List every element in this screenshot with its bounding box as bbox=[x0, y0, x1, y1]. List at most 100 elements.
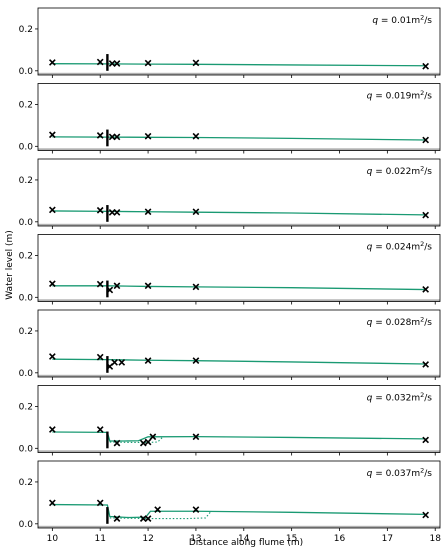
panel-frame bbox=[37, 158, 441, 227]
observed-point bbox=[48, 59, 56, 66]
observed-point bbox=[48, 280, 56, 288]
observed-point bbox=[144, 282, 152, 290]
x-tick-label: 16 bbox=[334, 534, 346, 544]
observed-point bbox=[422, 62, 430, 70]
observed-point bbox=[192, 433, 200, 441]
x-tick-label: 15 bbox=[286, 534, 297, 544]
observed-point bbox=[192, 283, 200, 291]
y-tick-label: 0.0 bbox=[19, 444, 34, 454]
y-tick-label: 0.2 bbox=[19, 327, 33, 337]
model-line-dotted bbox=[109, 437, 163, 444]
x-tick-label: 17 bbox=[382, 534, 393, 544]
y-tick-label: 0.2 bbox=[19, 25, 33, 35]
observed-point bbox=[192, 59, 200, 67]
y-tick-label: 0.2 bbox=[19, 478, 33, 488]
panel-frame bbox=[37, 309, 441, 378]
observed-point bbox=[144, 515, 152, 522]
y-tick-label: 0.2 bbox=[19, 402, 33, 412]
observed-point bbox=[106, 286, 114, 294]
y-tick-label: 0.0 bbox=[19, 369, 34, 379]
observed-point bbox=[192, 357, 200, 365]
observed-point bbox=[422, 511, 430, 519]
observed-point bbox=[422, 361, 430, 368]
panel-q-label: q = 0.01m2/s bbox=[372, 14, 432, 27]
observed-point bbox=[422, 211, 430, 219]
panel-q-label: q = 0.024m2/s bbox=[367, 240, 433, 253]
bed-band bbox=[38, 223, 440, 226]
panel: 0.0 0.2 q = 0.032m2/s bbox=[19, 385, 441, 456]
observed-point bbox=[144, 208, 152, 216]
bed-band bbox=[38, 374, 440, 377]
panel-q-label: q = 0.019m2/s bbox=[367, 89, 433, 102]
bed-band bbox=[38, 299, 440, 302]
panel-frame bbox=[37, 7, 441, 76]
x-axis-label: Distance along flume (m) bbox=[189, 538, 303, 548]
y-tick-label: 0.2 bbox=[19, 176, 33, 186]
observed-point bbox=[113, 60, 121, 67]
panel-q-label: q = 0.028m2/s bbox=[367, 316, 433, 329]
observed-point bbox=[192, 208, 200, 216]
observed-point bbox=[118, 358, 126, 366]
observed-point bbox=[422, 436, 430, 444]
panel-frame bbox=[37, 234, 441, 302]
panel: 0.0 0.2 q = 0.022m2/s bbox=[19, 158, 441, 229]
panel-q-label: q = 0.032m2/s bbox=[367, 391, 433, 404]
y-tick-label: 0.0 bbox=[19, 142, 34, 152]
observed-point bbox=[48, 206, 56, 214]
y-tick-label: 0.0 bbox=[19, 67, 34, 77]
observed-point bbox=[139, 439, 147, 447]
panels-group: 0.00.2q = 0.01m2/s0.00.2q = 0.019m2/s0.0… bbox=[19, 7, 441, 544]
observed-point bbox=[149, 433, 157, 441]
observed-point bbox=[113, 133, 121, 141]
model-line-dotted bbox=[109, 511, 211, 520]
y-tick-label: 0.2 bbox=[19, 251, 33, 261]
panel-frame bbox=[37, 460, 441, 529]
observed-point bbox=[113, 439, 121, 447]
observed-point bbox=[144, 59, 152, 67]
x-tick-label: 10 bbox=[47, 534, 59, 544]
observed-point bbox=[144, 132, 152, 140]
panel-q-label: q = 0.037m2/s bbox=[367, 467, 433, 480]
observed-point bbox=[48, 426, 56, 433]
bed-band bbox=[38, 148, 440, 151]
y-tick-label: 0.0 bbox=[19, 293, 34, 303]
observed-point bbox=[96, 58, 104, 66]
panel: 0.0 0.2 q = 0.01m2/s bbox=[19, 7, 441, 78]
observed-point bbox=[48, 131, 56, 139]
observed-point bbox=[96, 132, 104, 139]
observed-point bbox=[422, 136, 430, 144]
observed-point bbox=[111, 358, 118, 366]
panel: 0.0 0.2 q = 0.024m2/s bbox=[19, 234, 441, 305]
panel-q-label: q = 0.022m2/s bbox=[367, 165, 433, 178]
observed-point bbox=[422, 285, 430, 293]
x-tick-label: 14 bbox=[238, 534, 250, 544]
x-tick-label: 13 bbox=[190, 534, 201, 544]
observed-point bbox=[96, 353, 104, 361]
bed-band bbox=[38, 450, 440, 453]
observed-point bbox=[113, 515, 121, 522]
observed-point bbox=[96, 499, 104, 507]
bed-band bbox=[38, 72, 440, 75]
panel: 0.0 0.2 q = 0.028m2/s bbox=[19, 309, 441, 380]
panel: 0.0 0.2 q = 0.019m2/s bbox=[19, 83, 441, 154]
panel-frame bbox=[37, 385, 441, 453]
y-tick-label: 0.2 bbox=[19, 100, 33, 110]
observed-point bbox=[113, 209, 121, 216]
observed-point bbox=[144, 438, 152, 446]
observed-point bbox=[192, 506, 200, 513]
observed-point bbox=[192, 132, 200, 140]
observed-point bbox=[96, 426, 104, 433]
bed-band bbox=[38, 525, 440, 528]
observed-point bbox=[48, 499, 56, 507]
y-tick-label: 0.0 bbox=[19, 520, 34, 530]
observed-point bbox=[96, 206, 104, 214]
observed-point bbox=[48, 353, 56, 360]
x-tick-label: 11 bbox=[94, 534, 105, 544]
observed-point bbox=[96, 280, 104, 288]
observed-point bbox=[154, 506, 162, 513]
panel-frame bbox=[37, 83, 441, 151]
x-tick-label: 12 bbox=[142, 534, 153, 544]
observed-point bbox=[144, 357, 152, 365]
panel: 0.0 0.2 q = 0.037m2/s 10 11 12 13 14 15 16 17 18 bbox=[19, 460, 441, 544]
